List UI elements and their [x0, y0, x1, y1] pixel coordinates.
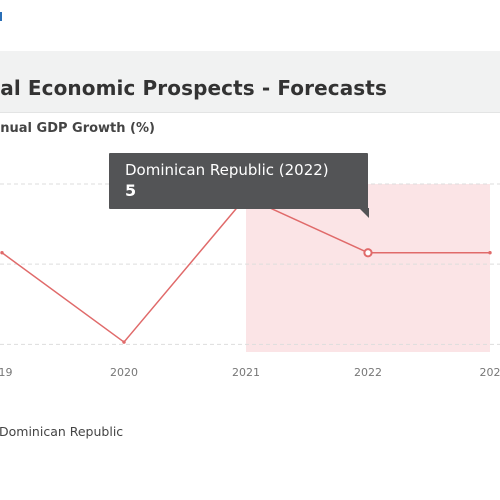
chart-title: obal Economic Prospects - Forecasts: [0, 76, 387, 100]
data-point-2019: [0, 251, 4, 255]
x-tick-label-2021: 2021: [232, 366, 260, 379]
data-point-2022: [363, 248, 373, 258]
x-tick-label-2022: 2022: [354, 366, 382, 379]
gridline-layer: [0, 183, 500, 345]
tooltip-value: 5: [125, 181, 137, 200]
data-tooltip: Dominican Republic (2022) 5: [109, 153, 368, 209]
tick-label-layer: 019 2020 2021 2022 202: [0, 366, 500, 379]
x-tick-label-2020: 2020: [110, 366, 138, 379]
x-tick-label-2023: 202: [480, 366, 500, 379]
data-point-2020: [122, 340, 126, 344]
data-point-2023: [488, 251, 492, 255]
tooltip-pointer: [359, 208, 369, 218]
chart-header: [0, 51, 500, 113]
tooltip-label: Dominican Republic (2022): [125, 161, 329, 179]
chart-subtitle: nnual GDP Growth (%): [0, 121, 155, 136]
top-link-fragment: [0, 12, 2, 21]
x-tick-label-2019: 019: [0, 366, 13, 379]
legend-item-dominican-republic[interactable]: Dominican Republic: [0, 424, 124, 439]
